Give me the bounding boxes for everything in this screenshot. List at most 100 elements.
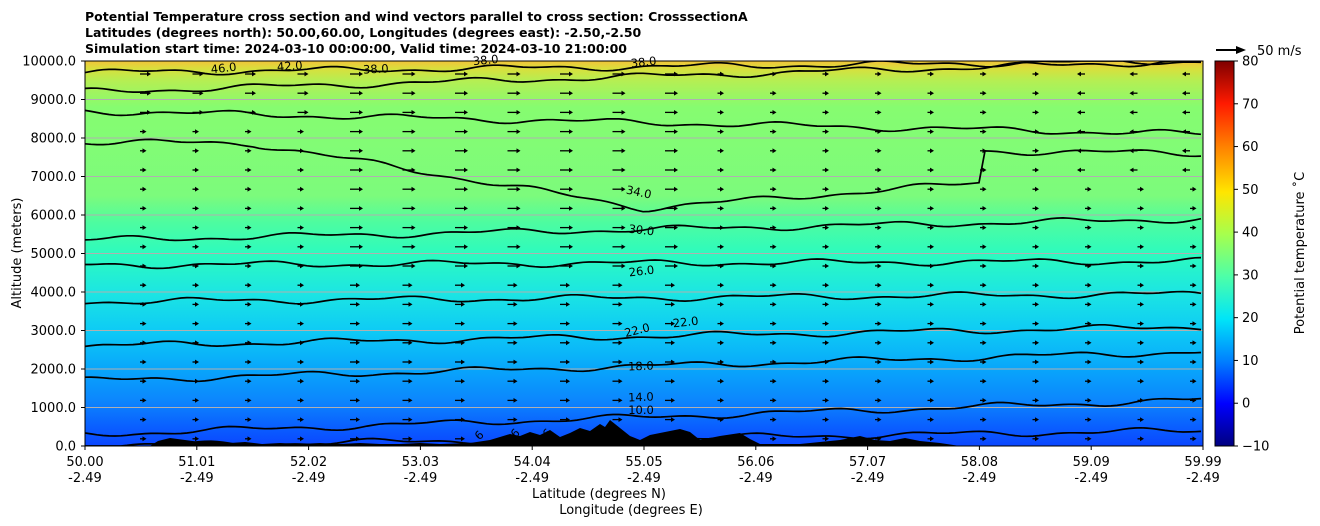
x-tick-label-lon: -2.49 bbox=[1186, 471, 1220, 486]
wind-vector-head bbox=[359, 90, 363, 96]
wind-vector-head bbox=[1140, 206, 1144, 211]
colorbar-tick-label: 70 bbox=[1242, 97, 1259, 112]
wind-vector-head bbox=[195, 359, 199, 365]
wind-vector-head bbox=[930, 398, 934, 403]
wind-vector-head bbox=[674, 244, 678, 250]
wind-vector-head bbox=[930, 129, 934, 134]
wind-vector-head bbox=[1245, 340, 1249, 345]
wind-vector-head bbox=[671, 282, 675, 288]
wind-vector-head bbox=[359, 206, 363, 211]
wind-vector-head bbox=[1140, 398, 1144, 403]
wind-vector-head bbox=[411, 148, 416, 154]
wind-vector-head bbox=[569, 110, 573, 115]
wind-vector-head bbox=[464, 71, 468, 77]
wind-vector-head bbox=[930, 206, 934, 211]
wind-vector-head bbox=[720, 263, 724, 269]
y-tick-label: 5000.0 bbox=[31, 247, 77, 262]
contour-label: 26.0 bbox=[628, 263, 655, 280]
wind-vector-head bbox=[356, 340, 360, 346]
wind-vector-head bbox=[300, 282, 304, 288]
wind-vector-head bbox=[566, 359, 570, 365]
wind-vector-head bbox=[1245, 206, 1249, 211]
wind-vector-head bbox=[142, 378, 147, 384]
y-tick-label: 3000.0 bbox=[31, 324, 77, 339]
wind-vector-head bbox=[569, 244, 573, 250]
wind-vector-head bbox=[1035, 417, 1039, 422]
wind-vector-head bbox=[247, 206, 252, 211]
wind-vector-head bbox=[1245, 379, 1249, 384]
wind-vector-head bbox=[671, 321, 675, 326]
wind-vector-head bbox=[516, 167, 521, 173]
wind-vector-head bbox=[877, 398, 882, 403]
wind-vector-head bbox=[359, 167, 363, 173]
wind-vector-head bbox=[772, 167, 777, 173]
x-tick-label-lon: -2.49 bbox=[963, 471, 997, 486]
wind-vector-head bbox=[720, 359, 724, 365]
wind-vector-head bbox=[674, 263, 678, 269]
wind-vector-head bbox=[1140, 244, 1144, 250]
wind-vector-head bbox=[877, 321, 882, 326]
wind-vector-head bbox=[930, 225, 934, 230]
wind-vector-head bbox=[618, 378, 623, 384]
colorbar-tick-label: 0 bbox=[1242, 397, 1250, 412]
wind-vector-head bbox=[142, 417, 147, 422]
wind-vector-head bbox=[359, 129, 363, 134]
wind-vector-head bbox=[461, 302, 465, 307]
wind-vector-head bbox=[513, 302, 518, 307]
contour-line bbox=[85, 61, 1201, 93]
wind-vector-head bbox=[464, 225, 468, 230]
wind-vector-head bbox=[411, 167, 416, 173]
wind-vector-head bbox=[1035, 340, 1039, 346]
wind-vector-head bbox=[1192, 282, 1197, 288]
wind-vector-head bbox=[825, 167, 829, 173]
wind-vector-head bbox=[359, 71, 363, 77]
wind-vector-head bbox=[982, 129, 987, 134]
wind-vector-head bbox=[825, 129, 829, 134]
wind-vector-head bbox=[618, 359, 623, 365]
x-tick-label-lat: 55.05 bbox=[625, 455, 662, 470]
wind-vector-head bbox=[461, 378, 465, 384]
wind-vector-head bbox=[1192, 244, 1197, 250]
wind-vector-head bbox=[1035, 186, 1039, 192]
wind-vector-head bbox=[569, 206, 573, 211]
wind-vector-head bbox=[516, 206, 521, 211]
wind-vector-head bbox=[300, 436, 304, 442]
wind-vector-head bbox=[930, 359, 934, 365]
wind-vector-head bbox=[516, 148, 521, 154]
wind-vector-head bbox=[1035, 302, 1039, 307]
wind-vector-head bbox=[1140, 225, 1144, 230]
wind-vector-head bbox=[982, 417, 987, 422]
wind-vector-head bbox=[877, 302, 882, 307]
wind-vector-head bbox=[142, 302, 147, 307]
wind-vector-head bbox=[1035, 282, 1039, 288]
wind-vector-head bbox=[877, 244, 882, 250]
wind-vector-head bbox=[1192, 417, 1197, 422]
wind-vector-head bbox=[825, 110, 829, 115]
wind-vector-head bbox=[618, 302, 623, 307]
wind-vector-head bbox=[408, 359, 413, 365]
wind-vector-head bbox=[674, 206, 678, 211]
wind-vector-head bbox=[195, 340, 199, 346]
wind-vector-head bbox=[356, 436, 360, 442]
wind-vector-head bbox=[825, 417, 829, 422]
wind-vector-head bbox=[877, 71, 882, 77]
wind-vector-head bbox=[513, 398, 518, 403]
wind-vector-head bbox=[1140, 321, 1144, 326]
wind-vector-head bbox=[982, 378, 987, 384]
wind-vector-head bbox=[877, 225, 882, 230]
wind-vector-head bbox=[513, 340, 518, 346]
wind-vector-head bbox=[1192, 359, 1197, 365]
wind-vector-head bbox=[1182, 71, 1186, 77]
wind-vector-head bbox=[516, 244, 521, 250]
wind-vector-head bbox=[461, 359, 465, 365]
wind-vector-head bbox=[195, 225, 199, 230]
wind-vector-head bbox=[877, 129, 882, 134]
wind-vector-head bbox=[877, 148, 882, 154]
wind-vector-head bbox=[464, 90, 468, 96]
wind-vector-head bbox=[142, 263, 147, 269]
wind-vector-head bbox=[1192, 225, 1197, 230]
x-tick-label-lon: -2.49 bbox=[68, 471, 102, 486]
wind-vector-head bbox=[877, 436, 882, 442]
wind-vector-head bbox=[195, 378, 199, 384]
